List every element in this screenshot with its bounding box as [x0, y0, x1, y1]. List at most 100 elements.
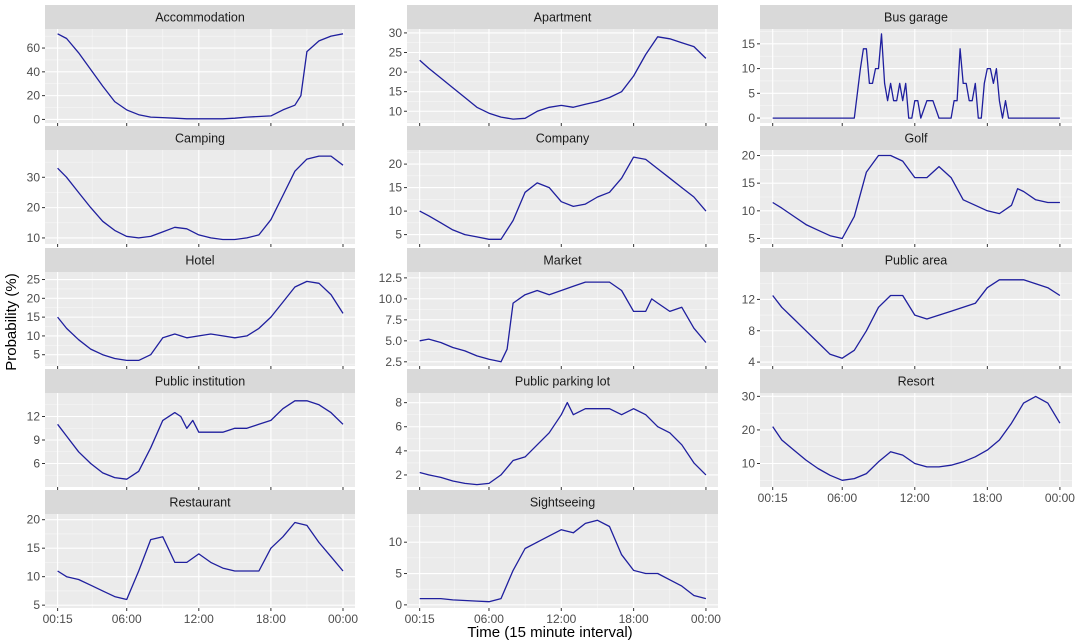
- x-tick-label: 00:15: [43, 612, 73, 626]
- series-line-company: [419, 156, 707, 240]
- y-tick-label: 7.5: [385, 313, 402, 327]
- series-line-resort: [772, 395, 1061, 481]
- y-tick-label: 8: [748, 324, 755, 338]
- y-tick-label: 10: [27, 231, 41, 245]
- facet-public-institution: Public institution 6 9 12: [27, 369, 355, 490]
- y-tick-label: 0: [748, 111, 755, 125]
- y-tick-label: 20: [27, 513, 41, 527]
- panel-background: [407, 150, 718, 244]
- y-tick-label: 10.0: [379, 292, 403, 306]
- facet-resort: Resort 10 20 30 00:15 06:00 12:00 18:00 00:00: [742, 369, 1075, 505]
- series-line-sightseeing: [419, 519, 707, 603]
- panel-background: [760, 272, 1072, 366]
- y-tick-label: 5: [395, 567, 402, 581]
- facet-strip: [45, 5, 355, 29]
- panel-background: [407, 272, 718, 366]
- y-tick-label: 40: [27, 65, 41, 79]
- y-tick-label: 6: [33, 457, 40, 471]
- x-tick-label: 06:00: [474, 612, 504, 626]
- y-tick-label: 4: [395, 444, 402, 458]
- series-line-hotel: [57, 280, 344, 362]
- panel-background: [45, 514, 355, 608]
- series-line-public-institution: [57, 400, 344, 480]
- facet-title: Public area: [885, 254, 948, 268]
- panel-background: [760, 29, 1072, 123]
- panel-background: [407, 393, 718, 487]
- y-tick-label: 10: [389, 535, 403, 549]
- facet-strip: [407, 369, 718, 393]
- facet-title: Camping: [175, 132, 225, 146]
- facet-strip: [407, 248, 718, 272]
- y-tick-label: 25: [389, 46, 403, 60]
- facet-title: Market: [543, 254, 582, 268]
- facet-strip: [760, 248, 1072, 272]
- y-tick-label: 5: [395, 228, 402, 242]
- y-tick-label: 10: [389, 204, 403, 218]
- y-tick-label: 25: [27, 273, 41, 287]
- panel-background: [45, 150, 355, 244]
- y-tick-label: 5: [33, 348, 40, 362]
- facet-title: Restaurant: [169, 496, 231, 510]
- y-tick-label: 10: [27, 570, 41, 584]
- y-tick-label: 15: [389, 181, 403, 195]
- x-tick-label: 00:00: [1045, 491, 1075, 505]
- y-tick-label: 60: [27, 41, 41, 55]
- facet-strip: [760, 369, 1072, 393]
- y-tick-label: 5: [748, 231, 755, 245]
- facet-public-area: Public area 4 8 12: [742, 248, 1072, 369]
- x-tick-label: 00:00: [691, 612, 721, 626]
- x-tick-label: 12:00: [900, 491, 930, 505]
- y-tick-label: 12: [742, 292, 756, 306]
- y-tick-label: 9: [33, 433, 40, 447]
- y-tick-label: 2.5: [385, 355, 402, 369]
- facet-strip: [45, 369, 355, 393]
- x-tick-label: 18:00: [619, 612, 649, 626]
- panel-background: [760, 393, 1072, 487]
- y-tick-label: 5: [748, 86, 755, 100]
- y-tick-label: 0: [33, 112, 40, 126]
- y-axis-title: Probability (%): [3, 273, 20, 371]
- x-tick-label: 18:00: [972, 491, 1002, 505]
- y-tick-label: 10: [742, 62, 756, 76]
- facet-strip: [45, 248, 355, 272]
- y-tick-label: 15: [742, 176, 756, 190]
- y-tick-label: 15: [27, 541, 41, 555]
- facet-title: Apartment: [534, 11, 592, 25]
- x-tick-label: 18:00: [256, 612, 286, 626]
- y-tick-label: 20: [27, 291, 41, 305]
- facet-title: Public parking lot: [515, 375, 611, 389]
- facet-public-parking-lot: Public parking lot 2 4 6 8: [395, 369, 718, 490]
- y-tick-label: 20: [742, 423, 756, 437]
- y-tick-label: 20: [389, 65, 403, 79]
- y-tick-label: 30: [27, 170, 41, 184]
- facet-restaurant: Restaurant 5 10 15 20 00:15 06:00 12:00 18:00 00:…: [27, 490, 358, 626]
- y-tick-label: 12.5: [379, 271, 403, 285]
- panel-background: [45, 272, 355, 366]
- y-tick-label: 20: [27, 89, 41, 103]
- facet-strip: [45, 126, 355, 150]
- facet-sightseeing: Sightseeing 0 5 10 00:15 06:00 12:00 18:00 00:00: [389, 490, 721, 626]
- facet-golf: Golf 5 10 15 20: [742, 126, 1072, 247]
- y-tick-label: 10: [27, 329, 41, 343]
- panel-background: [45, 29, 355, 123]
- y-tick-label: 30: [389, 26, 403, 40]
- facet-title: Hotel: [185, 254, 214, 268]
- series-line-restaurant: [57, 521, 344, 601]
- facet-company: Company 5 10 15 20: [389, 126, 718, 247]
- x-tick-label: 00:15: [405, 612, 435, 626]
- series-line-market: [419, 281, 707, 363]
- y-tick-label: 2: [395, 468, 402, 482]
- y-tick-label: 20: [27, 201, 41, 215]
- y-tick-label: 15: [742, 37, 756, 51]
- facet-title: Company: [536, 132, 590, 146]
- facet-title: Sightseeing: [530, 496, 595, 510]
- facet-panels: Accommodation0204060Apartment1015202530B…: [27, 5, 1075, 626]
- facet-bus-garage: Bus garage 0 5 10 15: [742, 5, 1072, 126]
- facet-hotel: Hotel 5 10 15 20 25: [27, 248, 355, 369]
- facet-title: Resort: [898, 375, 935, 389]
- y-tick-label: 30: [742, 389, 756, 403]
- x-tick-label: 06:00: [112, 612, 142, 626]
- series-line-bus-garage: [772, 33, 1060, 119]
- facet-strip: [407, 5, 718, 29]
